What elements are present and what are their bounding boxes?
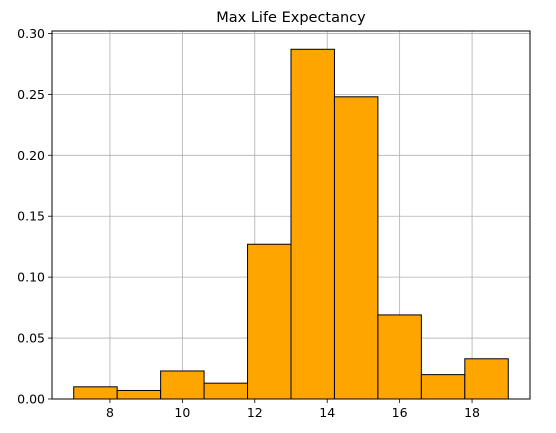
histogram-bars (73, 48, 509, 400)
histogram-bar (290, 48, 335, 400)
histogram-bar (160, 370, 205, 400)
y-tick-label: 0.20 (17, 148, 45, 163)
x-tick-label: 12 (247, 405, 263, 420)
grid-lines (52, 31, 530, 400)
x-tick-label: 18 (464, 405, 480, 420)
histogram-bar (377, 314, 422, 400)
chart-title: Max Life Expectancy (216, 10, 366, 26)
x-tick-label: 16 (392, 405, 408, 420)
x-tick-label: 10 (174, 405, 190, 420)
y-tick-label: 0.25 (17, 87, 45, 102)
histogram-bar (247, 243, 292, 400)
y-tick-label: 0.05 (17, 331, 45, 346)
y-tick-label: 0.00 (17, 392, 45, 407)
histogram-bar (116, 389, 162, 400)
histogram-bar (203, 382, 249, 400)
x-tick-label: 14 (319, 405, 335, 420)
y-tick-label: 0.10 (17, 270, 45, 285)
x-tick-label: 8 (106, 405, 114, 420)
plot-frame (51, 30, 531, 400)
x-axis: 8 10 12 14 16 18 (106, 399, 480, 420)
histogram-bar (420, 374, 466, 400)
histogram-bar (73, 386, 118, 400)
y-tick-label: 0.15 (17, 209, 45, 224)
y-tick-label: 0.30 (17, 26, 45, 41)
y-axis: 0.00 0.05 0.10 0.15 0.20 0.25 0.30 (17, 26, 52, 407)
histogram-bar (464, 358, 509, 400)
histogram-bar (333, 96, 379, 400)
